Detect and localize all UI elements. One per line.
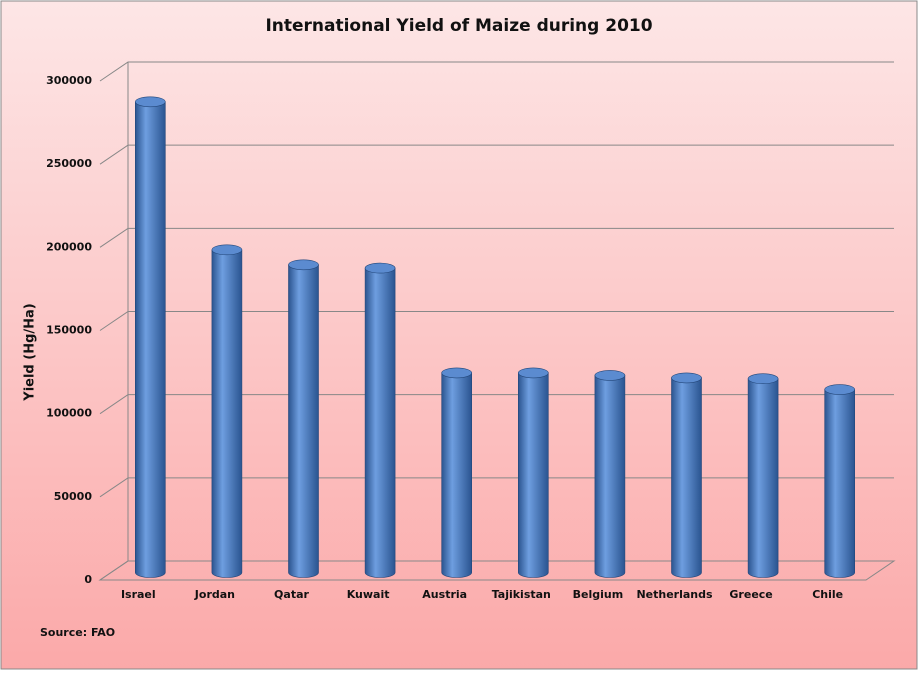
- y-tick-label: 200000: [46, 240, 92, 253]
- bar: [135, 96, 166, 578]
- bar: [517, 367, 549, 578]
- y-tick-label: 100000: [46, 407, 92, 420]
- grid-line: [99, 227, 894, 248]
- bar-body: [364, 267, 396, 578]
- bar-body: [518, 372, 549, 578]
- y-tick-label: 300000: [46, 74, 92, 87]
- bar: [211, 244, 243, 578]
- bar-body: [288, 264, 319, 578]
- grid-line: [99, 311, 894, 331]
- y-axis-label: Yield (Hg/Ha): [23, 303, 38, 401]
- bar-body: [211, 249, 243, 578]
- grid-line: [99, 394, 894, 415]
- bar-top: [824, 384, 856, 395]
- y-tick-label: 250000: [46, 157, 92, 170]
- grid-line: [99, 144, 894, 165]
- y-tick-label: 150000: [46, 324, 92, 337]
- bar-top: [441, 367, 473, 379]
- source-note: Source: FAO: [40, 626, 115, 639]
- x-tick-label: Tajikistan: [492, 588, 551, 601]
- y-tick-label: 0: [84, 573, 92, 586]
- bar-top: [747, 373, 779, 385]
- bar: [824, 384, 856, 578]
- bar-body: [594, 375, 626, 578]
- bar: [441, 367, 473, 578]
- x-tick-label: Qatar: [274, 588, 309, 601]
- bar-top: [671, 372, 702, 384]
- bar-top: [517, 367, 549, 379]
- bar-top: [594, 370, 626, 381]
- bar-body: [824, 389, 855, 578]
- x-tick-label: Jordan: [194, 588, 235, 601]
- x-tick-label: Belgium: [573, 588, 624, 601]
- bar: [671, 372, 702, 578]
- y-tick-label: 50000: [54, 490, 93, 503]
- bar: [364, 262, 396, 578]
- bar-body: [671, 377, 702, 578]
- bar: [594, 370, 626, 578]
- grid-line: [99, 61, 894, 82]
- bar-body: [747, 378, 779, 578]
- grid-line: [99, 560, 894, 581]
- x-tick-label: Austria: [422, 588, 467, 601]
- x-tick-label: Chile: [812, 588, 843, 601]
- bar-top: [135, 96, 166, 108]
- chart-title: International Yield of Maize during 2010: [265, 16, 652, 36]
- bar-top: [288, 259, 319, 271]
- grid-line: [99, 477, 894, 498]
- x-tick-label: Israel: [121, 588, 156, 601]
- bar-top: [364, 262, 396, 274]
- bar: [747, 373, 779, 578]
- x-tick-label: Netherlands: [636, 588, 713, 601]
- bar: [288, 259, 319, 578]
- bar-top: [211, 244, 243, 256]
- bar-body: [135, 101, 166, 578]
- x-tick-label: Greece: [729, 588, 772, 601]
- x-tick-label: Kuwait: [347, 588, 390, 601]
- bar-body: [441, 372, 472, 578]
